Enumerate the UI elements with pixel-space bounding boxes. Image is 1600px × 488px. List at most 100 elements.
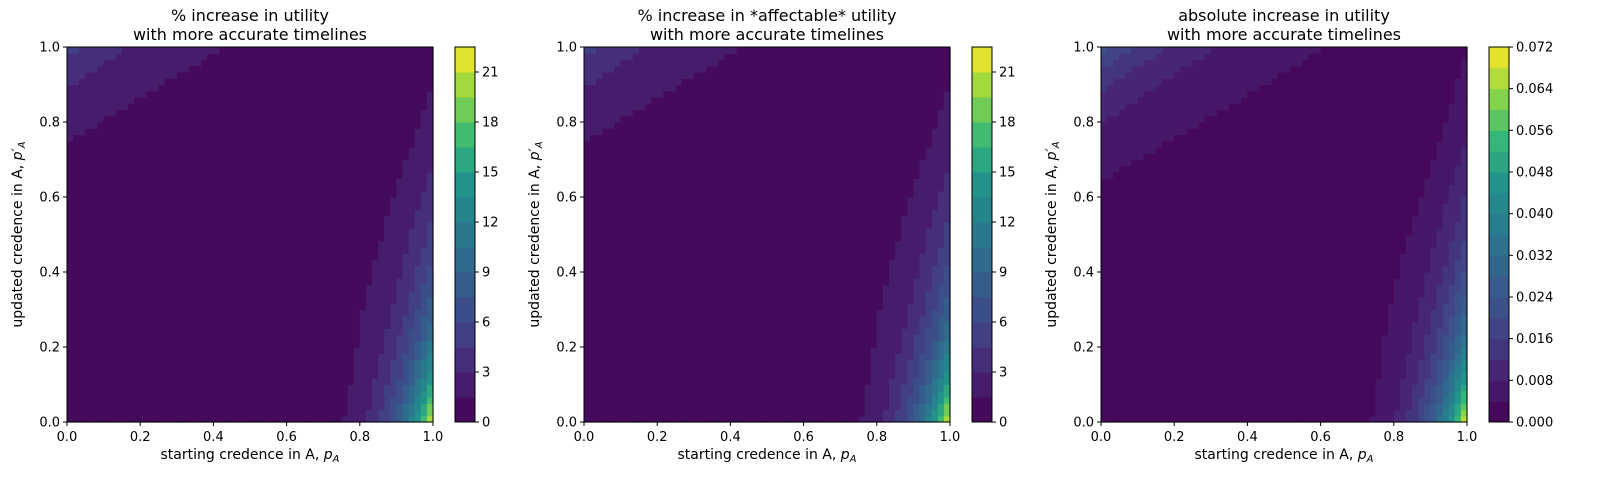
contour-cell (292, 397, 300, 404)
contour-cell (231, 47, 239, 54)
contour-cell (134, 290, 141, 298)
contour-cell (378, 78, 385, 86)
contour-cell (103, 228, 111, 236)
contour-cell (176, 353, 184, 361)
contour-cell (219, 90, 227, 98)
contour-cell (250, 147, 257, 154)
contour-cell (219, 72, 227, 79)
contour-cell (681, 297, 689, 304)
contour-cell (250, 153, 257, 161)
contour-cell (657, 372, 664, 379)
contour-cell (384, 340, 391, 348)
contour-cell (396, 122, 404, 129)
contour-cell (109, 65, 117, 73)
contour-cell (292, 290, 300, 298)
contour-cell (201, 103, 208, 111)
contour-cell (693, 347, 701, 354)
contour-cell (584, 115, 591, 123)
contour-cell (651, 140, 658, 148)
contour-cell (201, 372, 208, 379)
contour-cell (91, 184, 99, 192)
contour-cell (164, 72, 172, 79)
contour-cell (365, 78, 373, 86)
contour-cell (608, 259, 616, 267)
contour-cell (341, 90, 349, 98)
contour-cell (182, 90, 190, 98)
contour-cell (243, 128, 251, 136)
contour-cell (675, 234, 683, 242)
contour-cell (353, 178, 361, 186)
contour-cell (256, 140, 263, 148)
contour-cell (341, 184, 349, 192)
contour-cell (207, 153, 214, 161)
contour-cell (626, 353, 634, 361)
contour-cell (614, 372, 622, 379)
contour-cell (170, 203, 178, 211)
contour-cell (176, 122, 184, 129)
colorbar-level (455, 247, 475, 273)
contour-cell (304, 134, 312, 142)
contour-cell (201, 147, 208, 154)
contour-cell (176, 165, 184, 173)
contour-cell (225, 90, 233, 98)
contour-cell (213, 228, 221, 236)
contour-cell (632, 228, 640, 236)
contour-cell (693, 59, 701, 67)
contour-cell (353, 372, 361, 379)
contour-cell (67, 65, 74, 73)
contour-cell (243, 147, 251, 154)
contour-cell (170, 359, 178, 367)
contour-cell (718, 365, 725, 373)
contour-cell (335, 284, 343, 292)
contour-cell (79, 97, 86, 104)
contour-cell (231, 109, 239, 117)
contour-cell (584, 315, 591, 323)
contour-cell (115, 97, 123, 104)
contour-cell (158, 140, 166, 148)
contour-cell (170, 322, 178, 329)
contour-cell (675, 47, 683, 54)
contour-cell (602, 128, 609, 136)
contour-cell (176, 322, 184, 329)
contour-cell (414, 78, 422, 86)
contour-cell (189, 328, 196, 336)
contour-cell (115, 78, 123, 86)
contour-cell (590, 315, 597, 323)
contour-cell (91, 197, 99, 204)
contour-cell (335, 140, 343, 148)
contour-cell (378, 265, 385, 273)
contour-cell (225, 353, 233, 361)
contour-cell (693, 159, 701, 167)
contour-cell (335, 340, 343, 348)
contour-cell (353, 384, 361, 392)
contour-cell (590, 59, 597, 67)
contour-cell (414, 397, 422, 404)
contour-cell (298, 409, 306, 417)
contour-cell (675, 197, 683, 204)
contour-cell (121, 215, 129, 223)
contour-cell (372, 315, 379, 323)
contour-cell (128, 397, 135, 404)
contour-cell (638, 153, 646, 161)
contour-cell (699, 122, 707, 129)
contour-cell (620, 53, 628, 61)
contour-cell (219, 134, 227, 142)
contour-cell (359, 322, 367, 329)
contour-cell (262, 53, 269, 61)
contour-cell (687, 253, 695, 261)
contour-cell (681, 247, 689, 254)
contour-cell (103, 397, 111, 404)
contour-cell (651, 84, 658, 92)
contour-cell (213, 190, 221, 198)
contour-cell (146, 290, 153, 298)
contour-cell (79, 290, 86, 298)
contour-cell (584, 384, 591, 392)
contour-cell (152, 65, 160, 73)
contour-cell (195, 184, 202, 192)
contour-cell (213, 334, 221, 342)
contour-cell (626, 59, 634, 67)
contour-cell (420, 197, 428, 204)
contour-cell (250, 397, 257, 404)
contour-cell (347, 390, 355, 398)
contour-cell (256, 265, 263, 273)
